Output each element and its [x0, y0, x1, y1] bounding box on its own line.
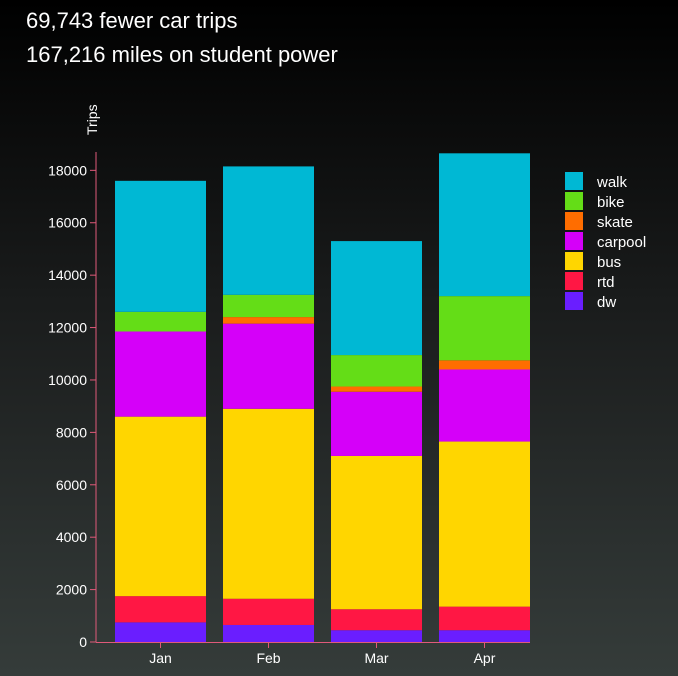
legend-swatch-bike: [565, 192, 583, 210]
y-tick-label: 16000: [48, 215, 87, 231]
legend-swatch-bus: [565, 252, 583, 270]
y-axis: 0 2000 4000 6000 8000 10000 12000 14000 16000 180…: [48, 152, 97, 650]
bar-mar-carpool: [331, 391, 422, 456]
legend-label-walk: walk: [596, 174, 628, 191]
y-tick-label: 18000: [48, 162, 87, 178]
y-tick-label: 10000: [48, 372, 87, 388]
x-tick-label-mar: Mar: [364, 650, 388, 666]
bar-jan-dw: [115, 622, 206, 642]
x-tick-label-feb: Feb: [256, 650, 280, 666]
headline-student-power-miles: 167,216 miles on student power: [26, 42, 338, 67]
y-tick-label: 8000: [56, 424, 87, 440]
bars-layer: [115, 153, 530, 642]
bar-feb-walk: [223, 166, 314, 295]
bar-feb-carpool: [223, 323, 314, 409]
y-tick-label: 4000: [56, 529, 87, 545]
x-tick-label-apr: Apr: [474, 650, 496, 666]
legend-swatch-dw: [565, 292, 583, 310]
y-tick-label: 12000: [48, 320, 87, 336]
bar-apr-bike: [439, 296, 530, 361]
legend-label-skate: skate: [597, 214, 633, 231]
bar-mar-skate: [331, 386, 422, 392]
legend-swatch-rtd: [565, 272, 583, 290]
bar-apr-bus: [439, 441, 530, 607]
bar-mar-bike: [331, 355, 422, 387]
bar-jan-rtd: [115, 596, 206, 623]
bar-jan-bus: [115, 416, 206, 597]
legend-swatch-walk: [565, 172, 583, 190]
bar-apr-skate: [439, 360, 530, 370]
bar-jan-walk: [115, 180, 206, 312]
bar-feb-bike: [223, 294, 314, 318]
legend-swatch-carpool: [565, 232, 583, 250]
y-tick-label: 0: [79, 634, 87, 650]
x-axis: Jan Feb Mar Apr: [96, 642, 530, 666]
y-tick-label: 14000: [48, 267, 87, 283]
bar-jan-carpool: [115, 331, 206, 417]
y-tick-label: 2000: [56, 582, 87, 598]
y-axis-title: Trips: [84, 104, 100, 135]
x-tick-label-jan: Jan: [149, 650, 172, 666]
bar-apr-carpool: [439, 369, 530, 442]
bar-feb-skate: [223, 317, 314, 324]
bar-mar-bus: [331, 455, 422, 610]
bar-apr-rtd: [439, 606, 530, 631]
bar-feb-dw: [223, 624, 314, 642]
bar-apr-walk: [439, 153, 530, 297]
bar-feb-bus: [223, 408, 314, 599]
bar-mar-walk: [331, 241, 422, 356]
y-tick-label: 6000: [56, 477, 87, 493]
bar-apr-dw: [439, 630, 530, 642]
legend-label-dw: dw: [597, 294, 616, 311]
legend-label-carpool: carpool: [597, 234, 646, 251]
bar-feb-rtd: [223, 598, 314, 625]
bar-mar-rtd: [331, 609, 422, 631]
legend-label-bus: bus: [597, 254, 621, 271]
headline-fewer-car-trips: 69,743 fewer car trips: [26, 8, 238, 33]
legend-label-bike: bike: [597, 194, 625, 211]
legend: walk bike skate carpool bus rtd dw: [565, 172, 646, 311]
bar-mar-dw: [331, 630, 422, 642]
bar-jan-bike: [115, 311, 206, 332]
legend-swatch-skate: [565, 212, 583, 230]
legend-label-rtd: rtd: [597, 274, 615, 291]
